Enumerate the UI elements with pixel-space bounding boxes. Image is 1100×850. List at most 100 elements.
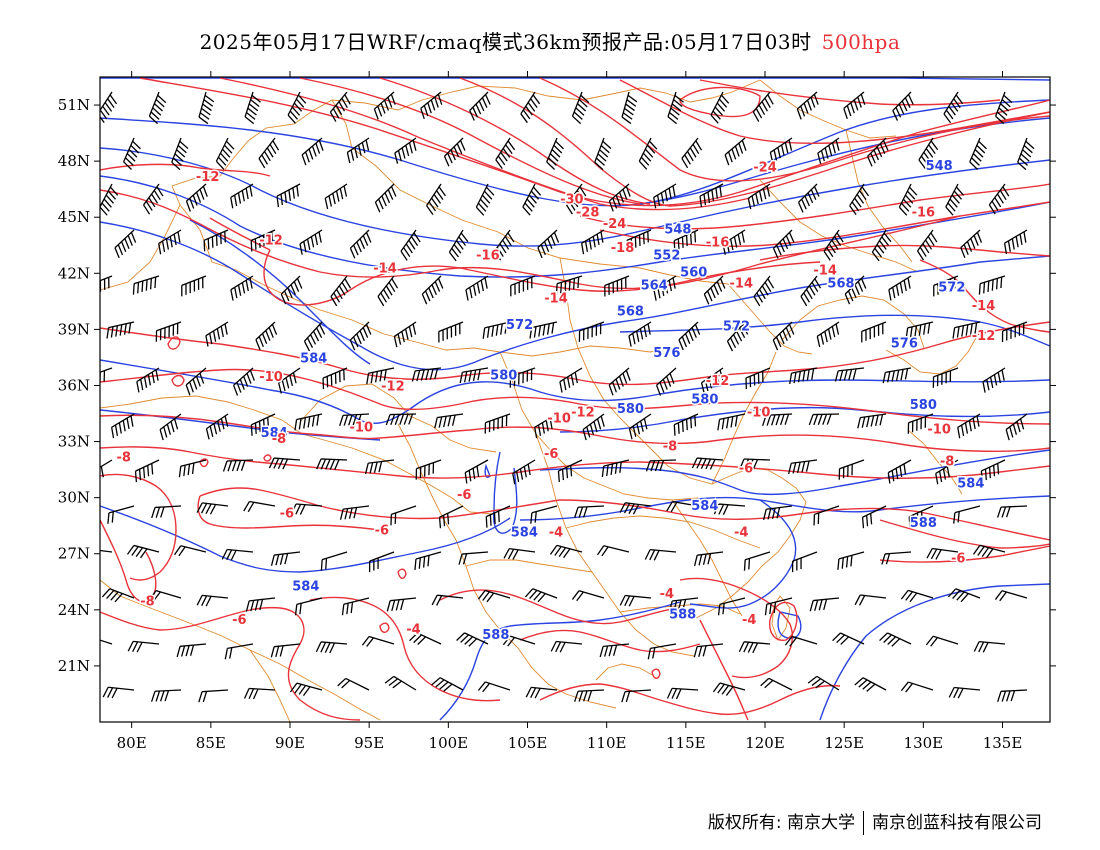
wind-barb	[604, 275, 630, 297]
wind-barb	[185, 183, 208, 212]
temperature-contour-label: -6	[739, 462, 753, 477]
wind-barb	[571, 590, 605, 602]
wind-barb	[796, 91, 819, 120]
wind-barb	[608, 367, 631, 396]
wind-barb	[385, 413, 417, 426]
wind-barb	[400, 229, 421, 261]
wind-barb	[320, 551, 348, 571]
wind-barb	[703, 275, 726, 305]
x-tick-label: 120E	[745, 734, 785, 752]
wind-barb	[747, 183, 771, 210]
wind-barb	[366, 367, 395, 385]
height-contour-label: 572	[723, 320, 750, 335]
wind-barb	[349, 229, 372, 259]
wind-barb	[316, 458, 348, 471]
x-tick-label: 125E	[824, 734, 864, 752]
temperature-contour-label: -30	[560, 193, 584, 208]
x-tick-label: 110E	[587, 734, 627, 752]
wind-barb	[722, 229, 746, 255]
wind-barb	[916, 229, 938, 261]
height-contour-label: 584	[691, 499, 718, 514]
wind-barb	[645, 459, 677, 472]
wind-barb	[574, 505, 605, 518]
wind-barb	[374, 183, 397, 213]
height-contour-label: 572	[938, 280, 965, 295]
wind-barb	[762, 413, 793, 426]
wind-barb	[1003, 229, 1028, 255]
wind-barb	[555, 275, 583, 295]
wind-barb	[647, 643, 677, 660]
wind-barb	[173, 545, 207, 557]
wind-barb	[268, 457, 301, 470]
wind-barb	[100, 91, 118, 124]
wind-barb	[171, 137, 189, 171]
copyright-owner: 版权所有: 南京大学	[707, 813, 855, 833]
temperature-contour-label: -14	[373, 262, 397, 277]
wind-barb	[752, 91, 774, 122]
wind-barb	[155, 321, 182, 342]
wind-barb	[861, 505, 887, 529]
temperature-contour-label: -8	[663, 439, 677, 454]
wind-barb	[933, 275, 959, 297]
wind-barb	[638, 137, 658, 170]
x-tick-label: 90E	[275, 734, 305, 752]
wind-barb	[988, 183, 1010, 215]
temperature-contour-label: -4	[742, 613, 756, 628]
wind-barb	[373, 91, 396, 120]
wind-barb	[255, 321, 278, 351]
height-contour-label: 576	[653, 346, 680, 361]
wind-barb	[743, 551, 771, 571]
wind-barb	[681, 137, 703, 169]
height-contour-label: 584	[261, 426, 288, 441]
wind-barb	[510, 275, 536, 297]
height-contour-label: 588	[910, 516, 937, 531]
y-tick-label: 45N	[58, 208, 90, 226]
wind-barb	[769, 137, 793, 164]
wind-barb	[1017, 137, 1035, 171]
wind-barb	[834, 367, 865, 382]
wind-barb	[1005, 413, 1028, 441]
wind-barb	[178, 459, 207, 478]
wind-barb	[712, 682, 746, 696]
wind-barb	[512, 459, 536, 485]
wind-barb	[861, 321, 887, 343]
wind-barb	[599, 643, 630, 658]
wind-barb	[784, 635, 818, 647]
y-tick-label: 42N	[58, 264, 90, 282]
y-tick-label: 24N	[58, 601, 90, 619]
wind-barb	[764, 597, 793, 616]
wind-barb	[132, 275, 160, 295]
wind-barb	[655, 367, 677, 396]
wind-barb	[594, 137, 612, 171]
wind-barb	[329, 91, 351, 122]
wind-barb	[653, 183, 677, 209]
wind-barb	[693, 643, 724, 658]
x-tick-label: 95E	[354, 734, 384, 752]
wind-barb	[947, 588, 981, 603]
wind-barb	[434, 413, 464, 429]
wind-barb	[469, 91, 491, 121]
latitude-axis: 51N 48N 45N 42N 39N 36N 33N 30N 27N 24N 21N	[58, 96, 1056, 675]
wind-barb	[100, 549, 113, 553]
temperature-contour-label: -12	[196, 170, 220, 185]
temperature-contour-label: -6	[232, 613, 246, 628]
wind-barb	[101, 588, 135, 603]
y-tick-label: 39N	[58, 320, 90, 338]
wind-barb	[557, 459, 583, 483]
wind-barb	[477, 589, 511, 603]
wind-barb	[808, 413, 840, 426]
height-contour-label: 584	[957, 477, 984, 492]
wind-barb	[287, 91, 307, 124]
wind-barb	[409, 632, 442, 645]
wind-barb	[879, 632, 912, 647]
wind-barb	[772, 321, 795, 351]
wind-barb	[294, 597, 323, 616]
wind-barb	[644, 548, 677, 561]
wind-barb	[482, 321, 511, 339]
wind-barb	[250, 413, 276, 436]
wind-barb	[699, 183, 724, 208]
wind-barb	[887, 459, 912, 484]
height-contour-label: 552	[653, 249, 680, 264]
wind-barb	[244, 91, 261, 125]
height-contour-label: 584	[292, 580, 319, 595]
